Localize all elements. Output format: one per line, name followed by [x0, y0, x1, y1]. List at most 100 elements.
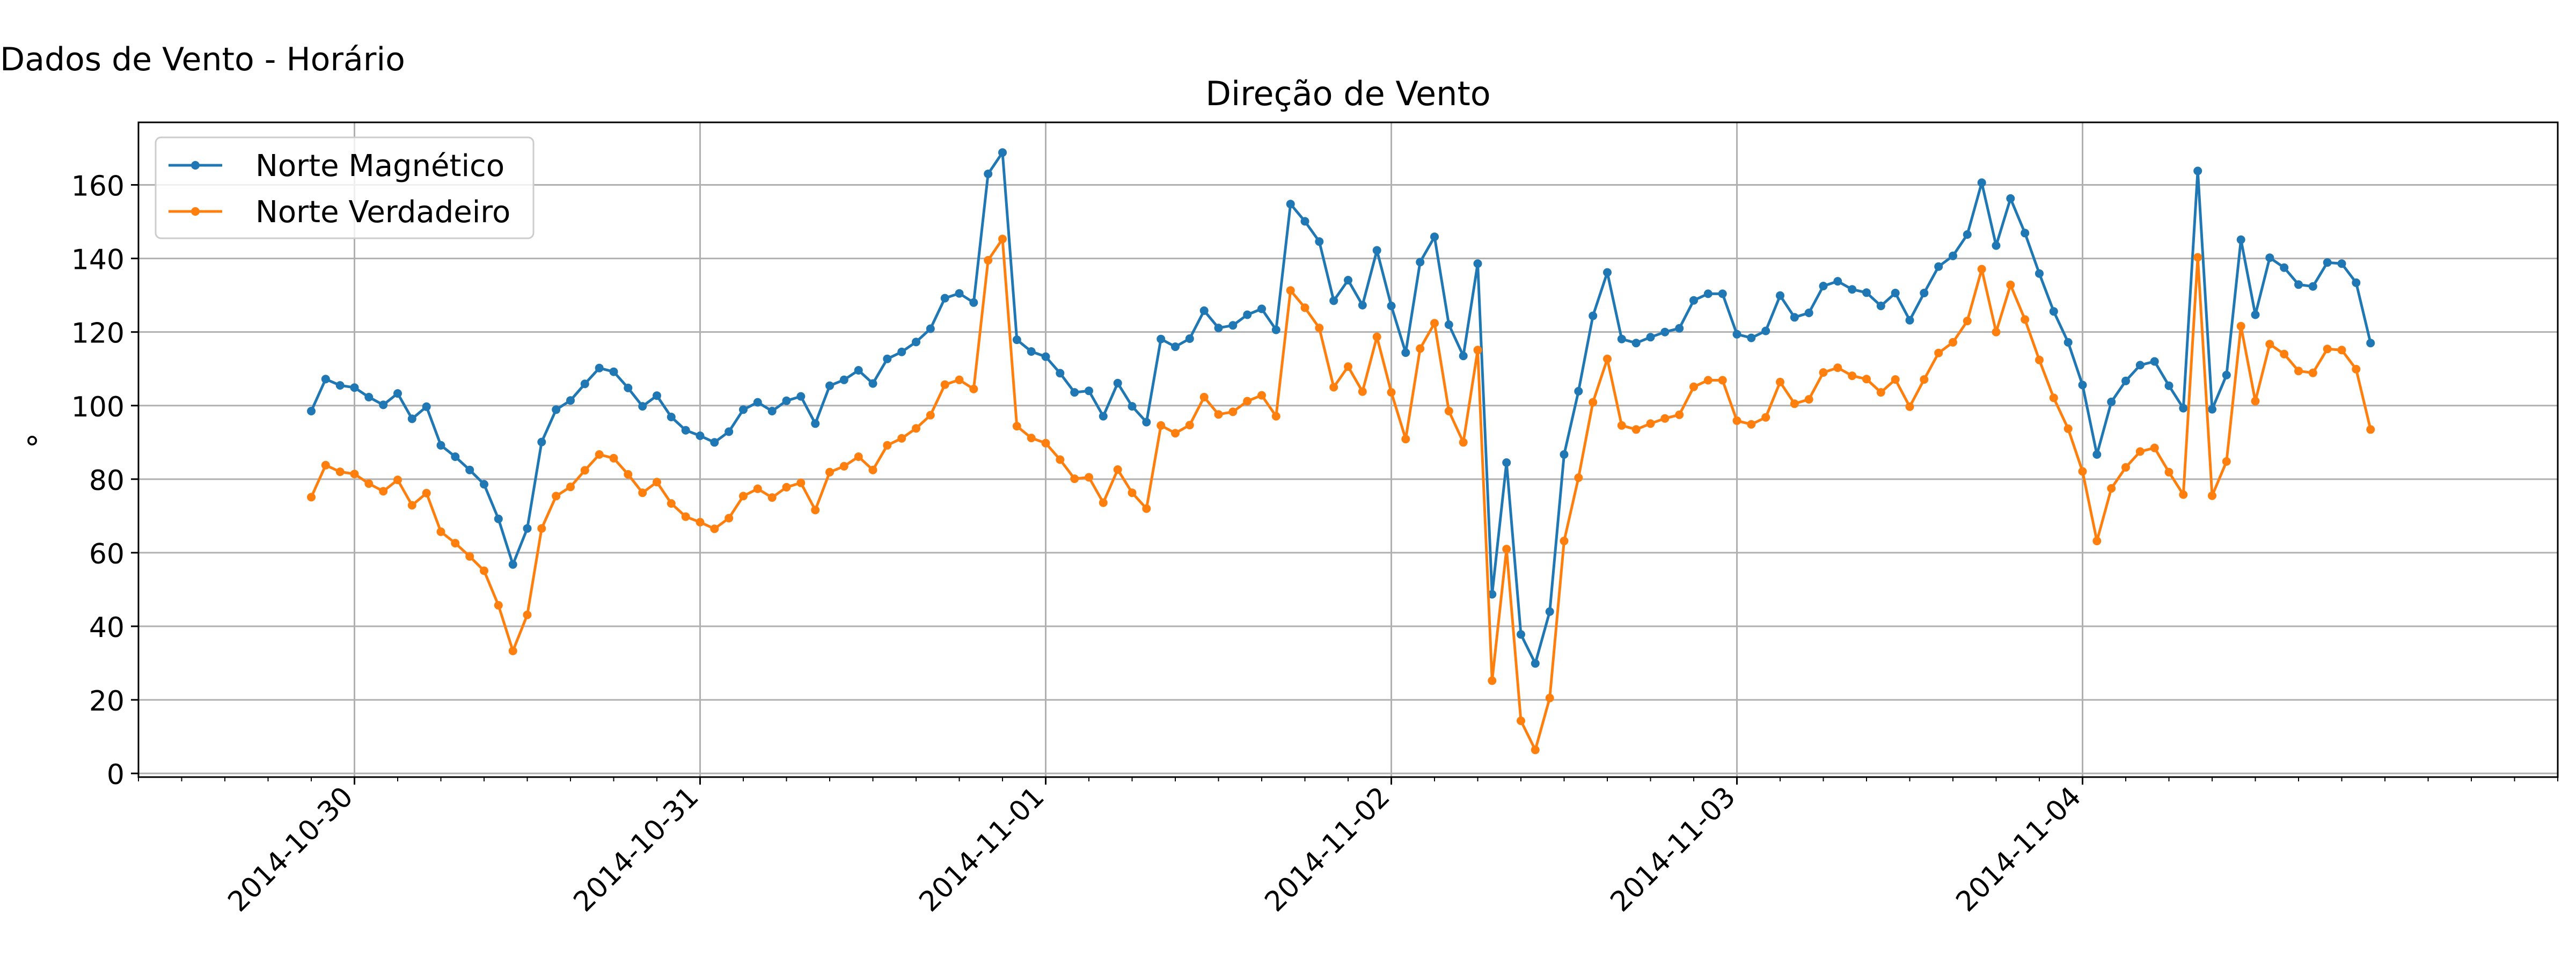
series-point-1 — [2021, 315, 2030, 324]
series-point-0 — [1099, 412, 1108, 421]
series-point-1 — [1430, 319, 1439, 328]
series-point-0 — [940, 294, 949, 303]
series-point-0 — [1761, 326, 1770, 335]
series-point-1 — [1142, 504, 1151, 513]
series-point-1 — [595, 450, 604, 459]
series-point-0 — [1574, 387, 1583, 396]
series-point-1 — [1876, 388, 1885, 397]
series-point-0 — [1747, 333, 1756, 342]
series-point-0 — [1041, 352, 1050, 361]
series-point-1 — [1444, 407, 1453, 415]
series-point-0 — [1603, 268, 1612, 277]
series-point-1 — [1459, 438, 1468, 447]
series-point-0 — [926, 324, 935, 333]
series-point-0 — [998, 148, 1007, 157]
series-point-1 — [2135, 447, 2145, 456]
series-point-1 — [1790, 399, 1799, 408]
series-point-0 — [609, 367, 618, 376]
series-point-1 — [407, 501, 416, 510]
series-point-0 — [1199, 306, 1209, 315]
x-tick-label: 2014-11-04 — [1950, 781, 2088, 918]
series-point-0 — [1905, 316, 1914, 325]
series-point-0 — [2308, 282, 2317, 291]
series-point-0 — [868, 379, 877, 388]
series-point-1 — [2193, 253, 2202, 262]
y-tick-label: 40 — [89, 612, 125, 644]
series-point-1 — [2236, 321, 2245, 331]
series-point-0 — [335, 381, 345, 390]
series-point-0 — [2006, 194, 2015, 203]
series-point-0 — [2179, 404, 2188, 413]
y-tick-label: 0 — [107, 759, 125, 791]
series-point-0 — [1732, 330, 1741, 339]
series-point-1 — [912, 424, 920, 433]
series-point-0 — [854, 366, 863, 375]
series-point-1 — [969, 384, 978, 393]
series-point-1 — [1257, 391, 1266, 400]
series-point-1 — [1185, 421, 1194, 430]
series-point-1 — [1199, 393, 1209, 401]
series-point-0 — [2092, 450, 2102, 459]
series-point-0 — [1718, 289, 1727, 298]
series-point-1 — [436, 527, 445, 536]
figure-title: Dados de Vento - Horário — [0, 41, 405, 78]
series-point-0 — [1790, 313, 1799, 322]
series-point-1 — [2164, 467, 2174, 477]
series-point-1 — [1703, 376, 1713, 385]
series-point-1 — [1228, 407, 1238, 416]
series-point-0 — [638, 402, 647, 411]
series-point-0 — [1949, 251, 1957, 260]
series-point-1 — [1631, 425, 1641, 434]
series-point-0 — [796, 392, 806, 401]
series-point-0 — [1545, 607, 1554, 616]
series-point-0 — [710, 438, 719, 447]
series-point-1 — [1041, 438, 1050, 448]
series-point-1 — [1819, 368, 1828, 377]
series-point-1 — [552, 492, 561, 501]
series-point-0 — [753, 398, 762, 407]
series-point-1 — [1372, 332, 1381, 341]
series-point-1 — [494, 601, 503, 610]
series-point-0 — [1963, 230, 1972, 239]
series-point-0 — [1660, 327, 1670, 336]
series-point-0 — [566, 396, 575, 405]
legend-box — [155, 136, 535, 239]
series-point-0 — [1085, 386, 1093, 396]
series-point-0 — [2323, 258, 2332, 267]
series-point-1 — [1747, 420, 1756, 429]
y-tick-label: 60 — [89, 538, 125, 570]
series-point-1 — [1689, 382, 1698, 391]
series-point-0 — [767, 407, 777, 415]
series-point-0 — [2366, 339, 2375, 348]
series-point-0 — [1228, 321, 1238, 330]
series-point-1 — [2107, 484, 2116, 493]
series-point-0 — [912, 338, 920, 347]
series-point-0 — [681, 426, 690, 435]
series-point-1 — [1905, 402, 1914, 411]
x-tick-label: 2014-11-02 — [1259, 781, 1396, 918]
series-point-0 — [1689, 296, 1698, 305]
series-point-0 — [1416, 258, 1425, 267]
series-point-0 — [1502, 458, 1511, 467]
series-point-0 — [2135, 361, 2145, 370]
series-point-0 — [1444, 320, 1453, 329]
series-point-1 — [1315, 324, 1324, 333]
series-point-1 — [2323, 345, 2332, 354]
y-tick-label: 120 — [71, 318, 125, 350]
series-point-0 — [1012, 335, 1021, 345]
series-point-1 — [1560, 537, 1569, 545]
series-point-0 — [1257, 304, 1266, 313]
series-point-1 — [1517, 716, 1525, 726]
series-point-1 — [1416, 344, 1425, 353]
y-tick-label: 80 — [89, 465, 125, 497]
series-point-1 — [2063, 424, 2073, 433]
series-point-0 — [2280, 263, 2289, 272]
series-point-1 — [2179, 490, 2188, 499]
series-point-1 — [1545, 693, 1554, 702]
series-point-0 — [1286, 200, 1295, 209]
series-point-0 — [2021, 229, 2030, 238]
series-point-1 — [1128, 488, 1137, 497]
series-point-0 — [595, 363, 604, 372]
series-point-0 — [1631, 339, 1641, 348]
series-point-0 — [2121, 376, 2130, 385]
